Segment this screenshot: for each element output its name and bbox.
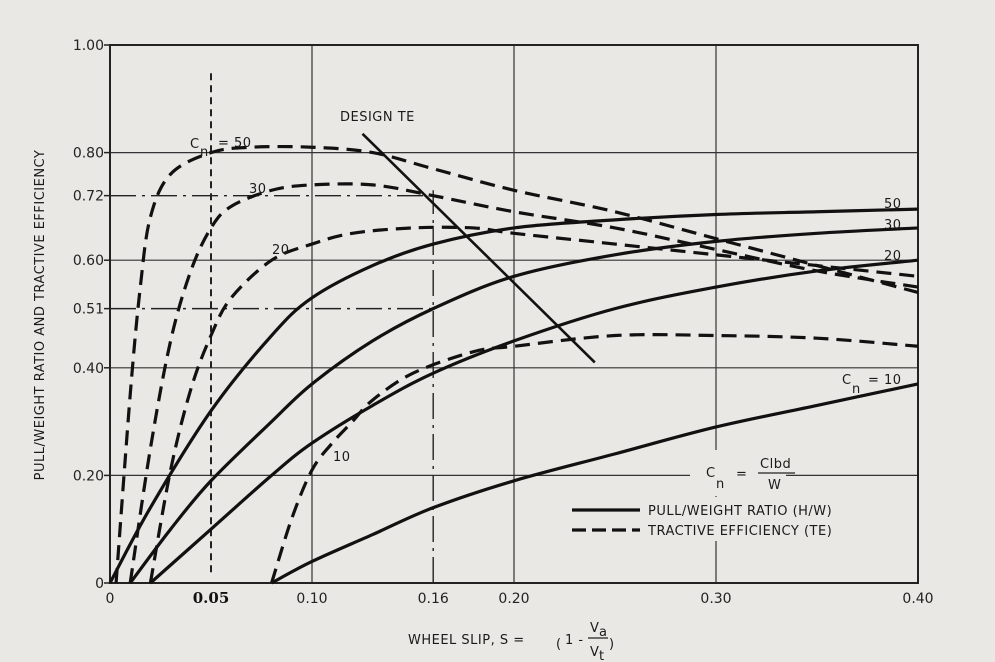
paren-close: ) <box>609 637 615 652</box>
x-tick-label: 0.40 <box>902 591 933 607</box>
y-tick-label: 1.00 <box>73 38 104 54</box>
svg-text:n: n <box>200 145 209 160</box>
cn10-label: C n = 10 <box>842 373 902 397</box>
svg-text:a: a <box>599 625 607 640</box>
y-tick-label: 0 <box>95 576 104 592</box>
svg-text:n: n <box>716 477 725 492</box>
curve-p-w-cn-50 <box>108 207 919 584</box>
paren-open: ( <box>556 637 562 652</box>
curve-te-cn-30 <box>128 182 919 584</box>
y-tick-label: 0.80 <box>73 146 104 162</box>
svg-text:C: C <box>190 137 200 152</box>
te30-label: 30 <box>249 182 267 197</box>
y-tick-label: 0.72 <box>73 189 104 205</box>
svg-text:1 -: 1 - <box>565 633 584 648</box>
data-curves <box>108 132 919 585</box>
svg-text:V: V <box>590 645 599 660</box>
svg-text:C: C <box>706 466 716 481</box>
x-tick-label: 0 <box>106 591 115 607</box>
curve-p-w-cn-10 <box>270 382 919 585</box>
svg-text:n: n <box>852 382 861 397</box>
curve-design-te <box>361 132 596 364</box>
svg-text:W: W <box>768 478 781 493</box>
y-tick-label: 0.40 <box>73 361 104 377</box>
legend: PULL/WEIGHT RATIO (H/W) TRACTIVE EFFICIE… <box>568 497 868 541</box>
pw50-label: 50 <box>884 197 902 212</box>
pw20-label: 20 <box>884 249 902 264</box>
svg-text:=: = <box>736 467 747 482</box>
curve-te-cn-10 <box>270 333 919 584</box>
cn-formula: C n = Clbd W <box>690 450 795 496</box>
curve-p-w-cn-30 <box>128 226 919 584</box>
x-axis-label: WHEEL SLIP, S = ( 1 - V a V t ) <box>408 621 615 662</box>
svg-text:WHEEL SLIP, S =: WHEEL SLIP, S = <box>408 633 525 648</box>
curve-te-cn-50 <box>114 144 919 584</box>
te10-label: 10 <box>333 450 351 465</box>
pw30-label: 30 <box>884 218 902 233</box>
svg-text:Clbd: Clbd <box>760 457 791 472</box>
te20-label: 20 <box>272 243 290 258</box>
x-tick-label: 0.16 <box>418 591 449 607</box>
x-tick-label: 0.05 <box>193 589 230 607</box>
cn50-te-label: C n = 50 <box>190 136 252 160</box>
legend-solid-label: PULL/WEIGHT RATIO (H/W) <box>648 504 832 519</box>
y-tick-label: 0.51 <box>73 302 104 318</box>
y-tick-label: 0.60 <box>73 253 104 269</box>
svg-text:V: V <box>590 621 599 636</box>
svg-text:t: t <box>599 649 605 662</box>
svg-text:= 10: = 10 <box>868 373 902 388</box>
x-tick-label: 0.20 <box>498 591 529 607</box>
x-axis-ticks: 0 0.05 0.10 0.16 0.20 0.30 0.40 <box>106 589 934 607</box>
svg-text:C: C <box>842 373 852 388</box>
x-tick-label: 0.10 <box>296 591 327 607</box>
design-te-label: DESIGN TE <box>340 110 415 125</box>
y-axis-ticks: 0 0.20 0.40 0.51 0.60 0.72 0.80 1.00 <box>73 38 110 592</box>
legend-dashed-label: TRACTIVE EFFICIENCY (TE) <box>647 524 832 539</box>
curve-p-w-cn-20 <box>149 258 919 585</box>
svg-text:= 50: = 50 <box>218 136 252 151</box>
y-axis-label: PULL/WEIGHT RATIO AND TRACTIVE EFFICIENC… <box>33 150 48 481</box>
x-tick-label: 0.30 <box>700 591 731 607</box>
y-tick-label: 0.20 <box>73 468 104 484</box>
plot-frame <box>109 44 919 584</box>
reference-lines <box>110 71 434 583</box>
